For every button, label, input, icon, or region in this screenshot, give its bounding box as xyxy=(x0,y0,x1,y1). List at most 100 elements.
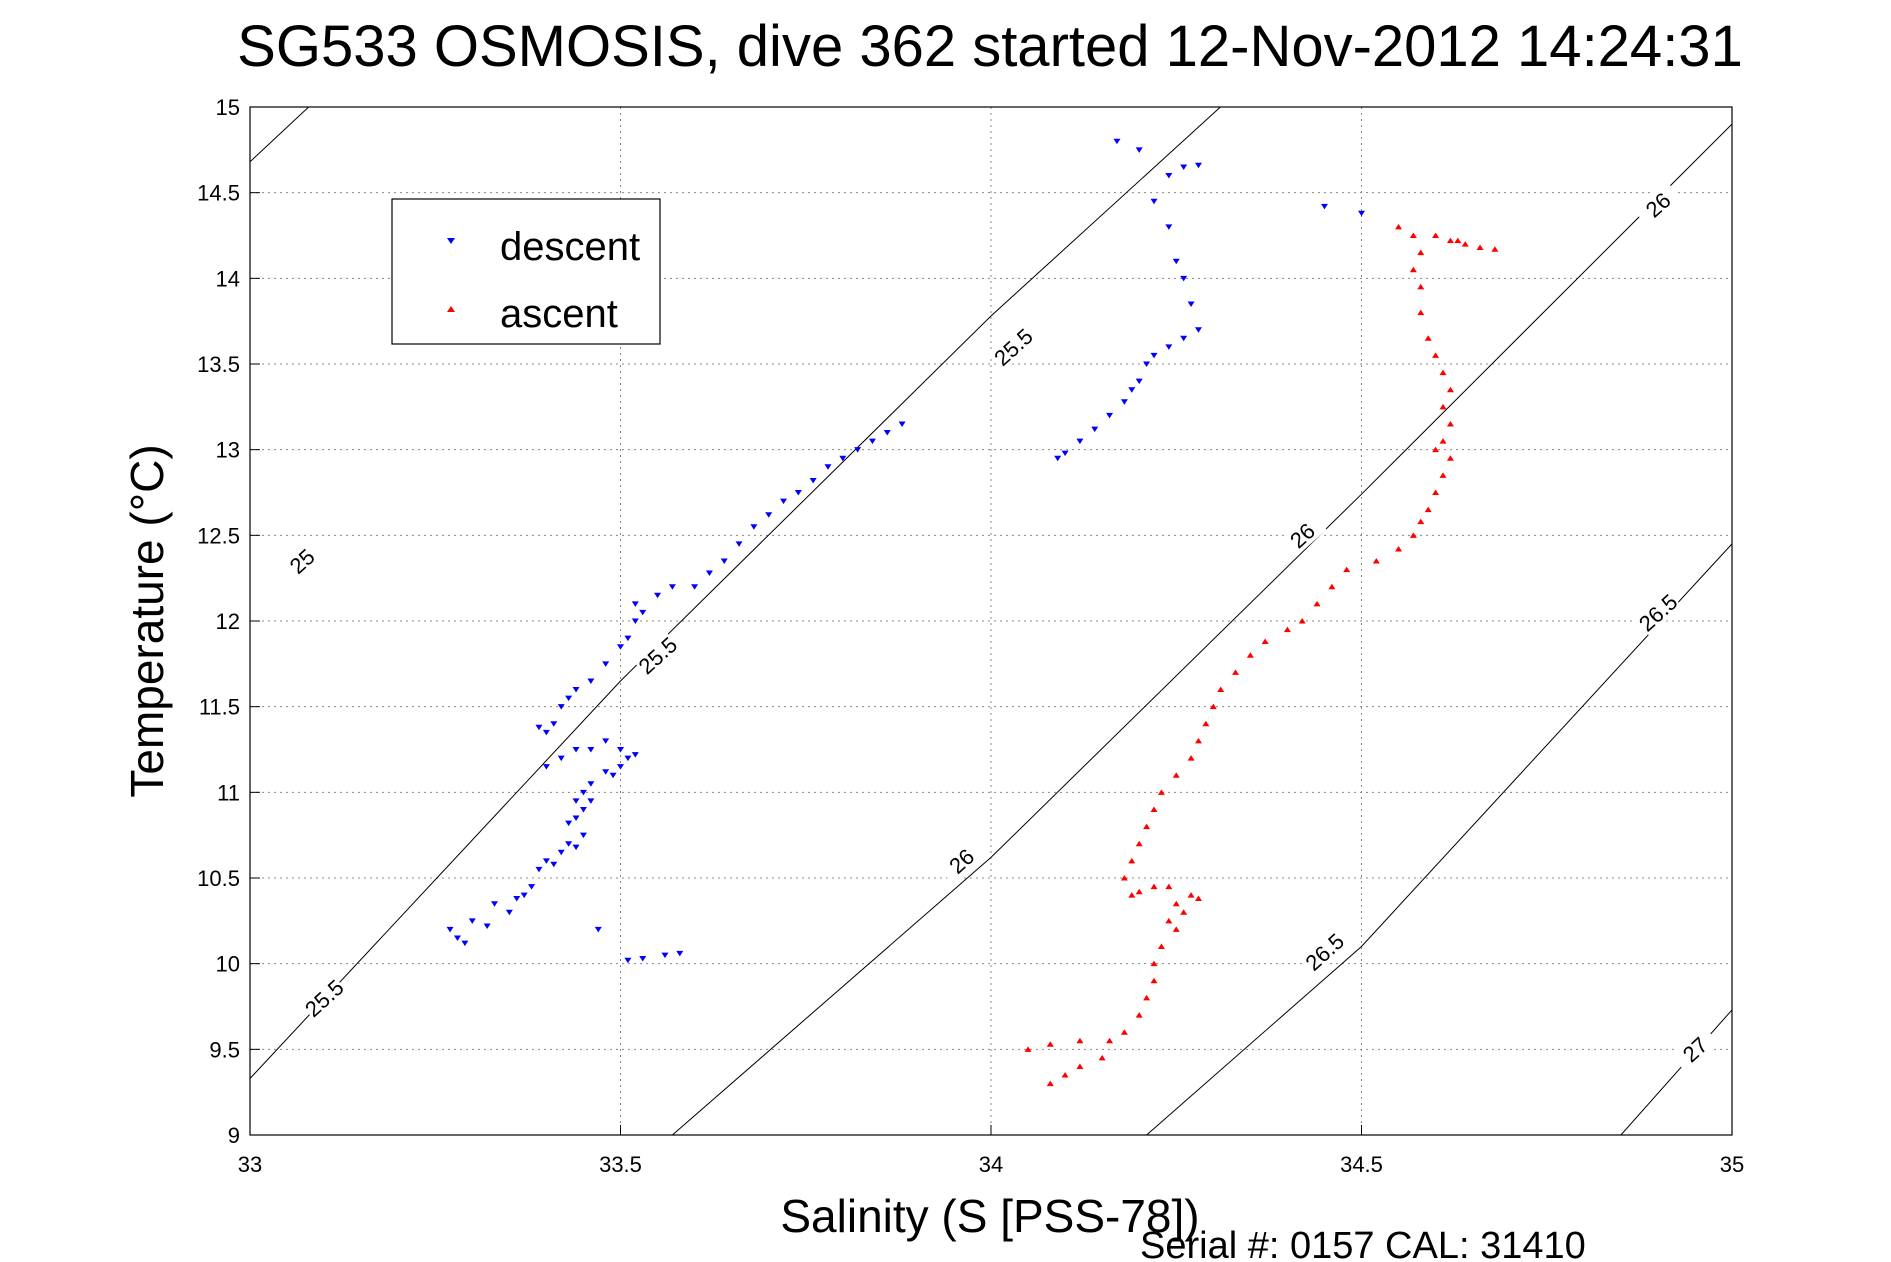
descent-point xyxy=(1187,301,1195,308)
legend-ascent-label: ascent xyxy=(500,292,618,336)
descent-point xyxy=(557,704,565,710)
y-tick-label: 14.5 xyxy=(197,181,240,206)
y-tick-label: 9 xyxy=(228,1123,240,1148)
descent-point xyxy=(587,678,595,684)
descent-point xyxy=(1165,173,1173,179)
descent-point xyxy=(1054,455,1062,462)
descent-point xyxy=(1172,258,1180,265)
ascent-point xyxy=(1439,472,1447,478)
descent-point xyxy=(446,926,454,933)
ascent-point xyxy=(1135,888,1143,895)
descent-point xyxy=(1358,210,1365,217)
descent-point xyxy=(868,438,876,445)
legend-descent-marker xyxy=(447,238,455,244)
descent-point xyxy=(809,478,817,484)
ascent-point xyxy=(1106,1037,1114,1044)
descent-point xyxy=(528,884,536,890)
ascent-point xyxy=(1076,1037,1084,1044)
ascent-point xyxy=(1187,892,1195,898)
descent-point xyxy=(513,896,521,902)
ascent-point xyxy=(1128,892,1136,898)
density-contour-line xyxy=(1620,1009,1732,1135)
descent-point xyxy=(572,815,580,822)
descent-point xyxy=(1143,361,1151,367)
descent-point xyxy=(854,447,862,453)
ascent-point xyxy=(1417,518,1425,525)
y-tick-label: 12.5 xyxy=(197,523,240,548)
descent-point xyxy=(1150,352,1158,359)
ascent-point xyxy=(1046,1080,1054,1087)
descent-point xyxy=(1165,344,1173,350)
ascent-point xyxy=(1328,583,1336,590)
descent-point xyxy=(1150,198,1158,205)
descent-point xyxy=(579,789,587,796)
ascent-point xyxy=(1446,420,1454,427)
descent-point xyxy=(1194,327,1202,333)
series-ascent xyxy=(1024,223,1499,1087)
descent-point xyxy=(1165,224,1173,230)
descent-point xyxy=(1135,378,1143,385)
descent-point xyxy=(1135,147,1143,153)
ascent-point xyxy=(1157,943,1165,950)
y-tick-label: 10.5 xyxy=(197,866,240,891)
descent-point xyxy=(1120,399,1128,405)
ascent-point xyxy=(1046,1041,1054,1047)
contour-label-background xyxy=(1300,928,1349,976)
descent-point xyxy=(1106,412,1114,419)
descent-point xyxy=(1180,164,1188,170)
contour-label-background xyxy=(299,974,349,1022)
ascent-point xyxy=(1076,1063,1084,1069)
descent-point xyxy=(542,764,550,770)
descent-point xyxy=(587,798,595,804)
descent-point xyxy=(1128,387,1136,393)
descent-point xyxy=(602,769,610,775)
descent-point xyxy=(468,918,476,924)
descent-point xyxy=(639,956,647,962)
y-tick-label: 14 xyxy=(216,266,240,291)
descent-point xyxy=(572,687,580,693)
ascent-point xyxy=(1143,823,1151,830)
ascent-point xyxy=(1261,638,1269,645)
ascent-point xyxy=(1120,1029,1128,1035)
density-contour-line xyxy=(1146,543,1732,1135)
ascent-point xyxy=(1343,566,1351,573)
descent-point xyxy=(883,430,891,436)
descent-point xyxy=(631,752,639,758)
descent-point xyxy=(1076,438,1084,445)
descent-point xyxy=(491,901,499,907)
ascent-point xyxy=(1187,755,1195,761)
ascent-point xyxy=(1172,900,1180,907)
contour-label-background xyxy=(633,631,682,679)
ascent-point xyxy=(1476,244,1484,250)
x-tick-label: 34.5 xyxy=(1340,1152,1383,1177)
descent-point xyxy=(535,724,543,731)
descent-point xyxy=(617,764,624,770)
ascent-point xyxy=(1424,335,1432,341)
contour-label-background xyxy=(1633,588,1683,637)
x-tick-label: 33.5 xyxy=(599,1152,642,1177)
ascent-point xyxy=(1061,1072,1069,1078)
descent-point xyxy=(453,935,461,941)
ascent-point xyxy=(1143,994,1151,1001)
data-series xyxy=(446,138,1499,1087)
descent-point xyxy=(535,866,543,873)
ascent-point xyxy=(1150,977,1158,984)
ascent-point xyxy=(1432,232,1440,238)
legend-box xyxy=(391,198,661,345)
descent-point xyxy=(572,798,580,804)
ascent-point xyxy=(1417,309,1425,316)
x-tick-label: 33 xyxy=(238,1152,262,1177)
ascent-point xyxy=(1395,223,1403,230)
contour-label-background xyxy=(1670,1025,1720,1073)
descent-point xyxy=(602,738,610,744)
y-axis-ticks: 9 9.5 10 10.5 11 11.5 12 12.5 13 13.5 14 14.5 15 xyxy=(197,95,260,1148)
descent-point xyxy=(617,644,624,650)
y-tick-label: 11.5 xyxy=(199,695,240,720)
serial-cal-footer: Serial #: 0157 CAL: 31410 xyxy=(1140,1225,1586,1262)
ascent-point xyxy=(1409,532,1417,538)
descent-point xyxy=(461,940,469,947)
ascent-point xyxy=(1454,237,1462,244)
ascent-point xyxy=(1150,960,1158,967)
